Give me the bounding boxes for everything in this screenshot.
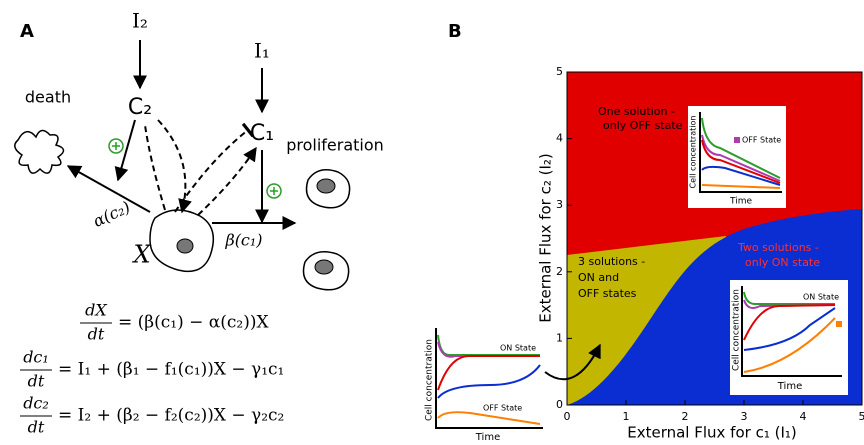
y-tick-label: 2 [556, 265, 563, 278]
nucleus [314, 259, 334, 275]
region-label: only ON state [745, 256, 820, 269]
inset-y-label: Cell concentration [732, 289, 742, 371]
x-tick-label: 2 [682, 410, 689, 423]
x-tick-label: 0 [564, 410, 571, 423]
dashed-link [144, 124, 166, 211]
region-label: OFF states [578, 287, 637, 300]
dead-cell [14, 129, 65, 174]
curve [701, 165, 781, 186]
nucleus [176, 238, 194, 254]
region-label: 3 solutions - [578, 255, 645, 268]
curve [743, 317, 836, 373]
input-label: I₂ [132, 9, 148, 33]
x-axis-label: External Flux for c₁ (I₁) [627, 424, 797, 442]
curve [701, 117, 781, 179]
curve [743, 307, 836, 351]
inset-axes [699, 112, 782, 193]
marker [836, 321, 842, 327]
inset-axes [435, 328, 543, 429]
curve [437, 411, 541, 425]
dashed-link [174, 122, 255, 213]
y-tick-label: 5 [556, 65, 563, 78]
region-label: ON and [578, 271, 619, 284]
arrow [544, 343, 601, 381]
y-tick-label: 1 [556, 331, 563, 344]
inset: ON State Cell concentration Time [730, 280, 848, 395]
x-tick-label: 4 [800, 410, 807, 423]
dashed-link [157, 119, 192, 214]
proliferation-label: proliferation [286, 136, 384, 155]
equations: dX dt = (β(c₁) − α(c₂))X dc₁ dt = I₁ + (β₁ − … [20, 301, 284, 437]
x-tick-label: 5 [859, 410, 864, 423]
y-tick-label: 3 [556, 198, 563, 211]
cell-label: X [131, 241, 151, 269]
panel-a: A I₂ C₂ I₁ C₁ death proliferation X α(c₂… [14, 9, 384, 437]
inset-x-label: Time [729, 197, 752, 207]
node-label: C₂ [128, 95, 152, 120]
plus-sign [108, 138, 124, 154]
arrow [66, 165, 151, 213]
rate-label: α(c₂) [90, 197, 133, 231]
y-tick-label: 4 [556, 132, 563, 145]
curve [437, 341, 540, 358]
curve [743, 299, 836, 309]
cell [305, 169, 351, 209]
panel-label: B [448, 21, 462, 42]
region-label: Two solutions - [737, 241, 819, 254]
plus-sign [112, 142, 120, 150]
eq-rhs: = I₂ + (β₂ − f₂(c₂))X − γ₂c₂ [58, 406, 284, 426]
inset-x-label: Time [475, 432, 500, 443]
arrow [114, 119, 136, 182]
death-label: death [25, 88, 71, 107]
marker [734, 137, 740, 143]
eq-rhs: = I₁ + (β₁ − f₁(c₁))X − γ₁c₁ [58, 360, 284, 380]
panel-b: B 0 1 2 3 4 5 0 1 2 3 4 5 External Flux for c₁ (I₁)… [425, 21, 864, 443]
nucleus [316, 178, 336, 194]
y-axis-label: External Flux for c₂ (I₂) [537, 153, 555, 323]
inset-y-label: Cell concentration [689, 116, 698, 189]
curve [701, 184, 781, 189]
state-label: ON State [803, 293, 839, 302]
curve [701, 139, 781, 184]
panel-label: A [20, 21, 34, 42]
inset: OFF State Cell concentration Time [688, 106, 786, 208]
state-label: OFF State [483, 404, 522, 413]
curve [437, 364, 541, 399]
axes: 0 1 2 3 4 5 0 1 2 3 4 5 [556, 65, 864, 423]
plus-sign [266, 183, 282, 199]
eq-denominator: dt [28, 372, 45, 391]
input-label: I₁ [254, 39, 270, 63]
eq-numerator: dc₁ [23, 348, 49, 367]
inset-x-label: Time [777, 381, 802, 392]
inset-y-label: Cell concentration [425, 339, 435, 421]
curve [743, 291, 835, 305]
curve [743, 304, 836, 341]
x-tick-label: 3 [741, 410, 748, 423]
cell [302, 251, 350, 291]
inset-axes [741, 286, 842, 377]
dashed-link [197, 146, 257, 216]
cell [149, 209, 215, 273]
y-tick-label: 0 [556, 398, 563, 411]
region-label: One solution - [598, 105, 675, 118]
region-label: only OFF state [603, 119, 683, 132]
eq-denominator: dt [28, 418, 45, 437]
eq-denominator: dt [88, 325, 105, 344]
rate-label: β(c₁) [224, 231, 262, 250]
state-label: ON State [500, 344, 536, 353]
eq-rhs: = (β(c₁) − α(c₂))X [118, 313, 269, 333]
inset: ON State OFF State Cell concentration Ti… [425, 328, 543, 443]
node-label: C₁ [250, 121, 274, 146]
eq-numerator: dX [85, 301, 107, 320]
plus-sign [270, 187, 278, 195]
curve [437, 354, 540, 391]
plot-frame [566, 71, 863, 406]
x-tick-label: 1 [623, 410, 630, 423]
eq-numerator: dc₂ [23, 394, 49, 413]
state-label: OFF State [742, 136, 781, 145]
curve [701, 134, 781, 182]
